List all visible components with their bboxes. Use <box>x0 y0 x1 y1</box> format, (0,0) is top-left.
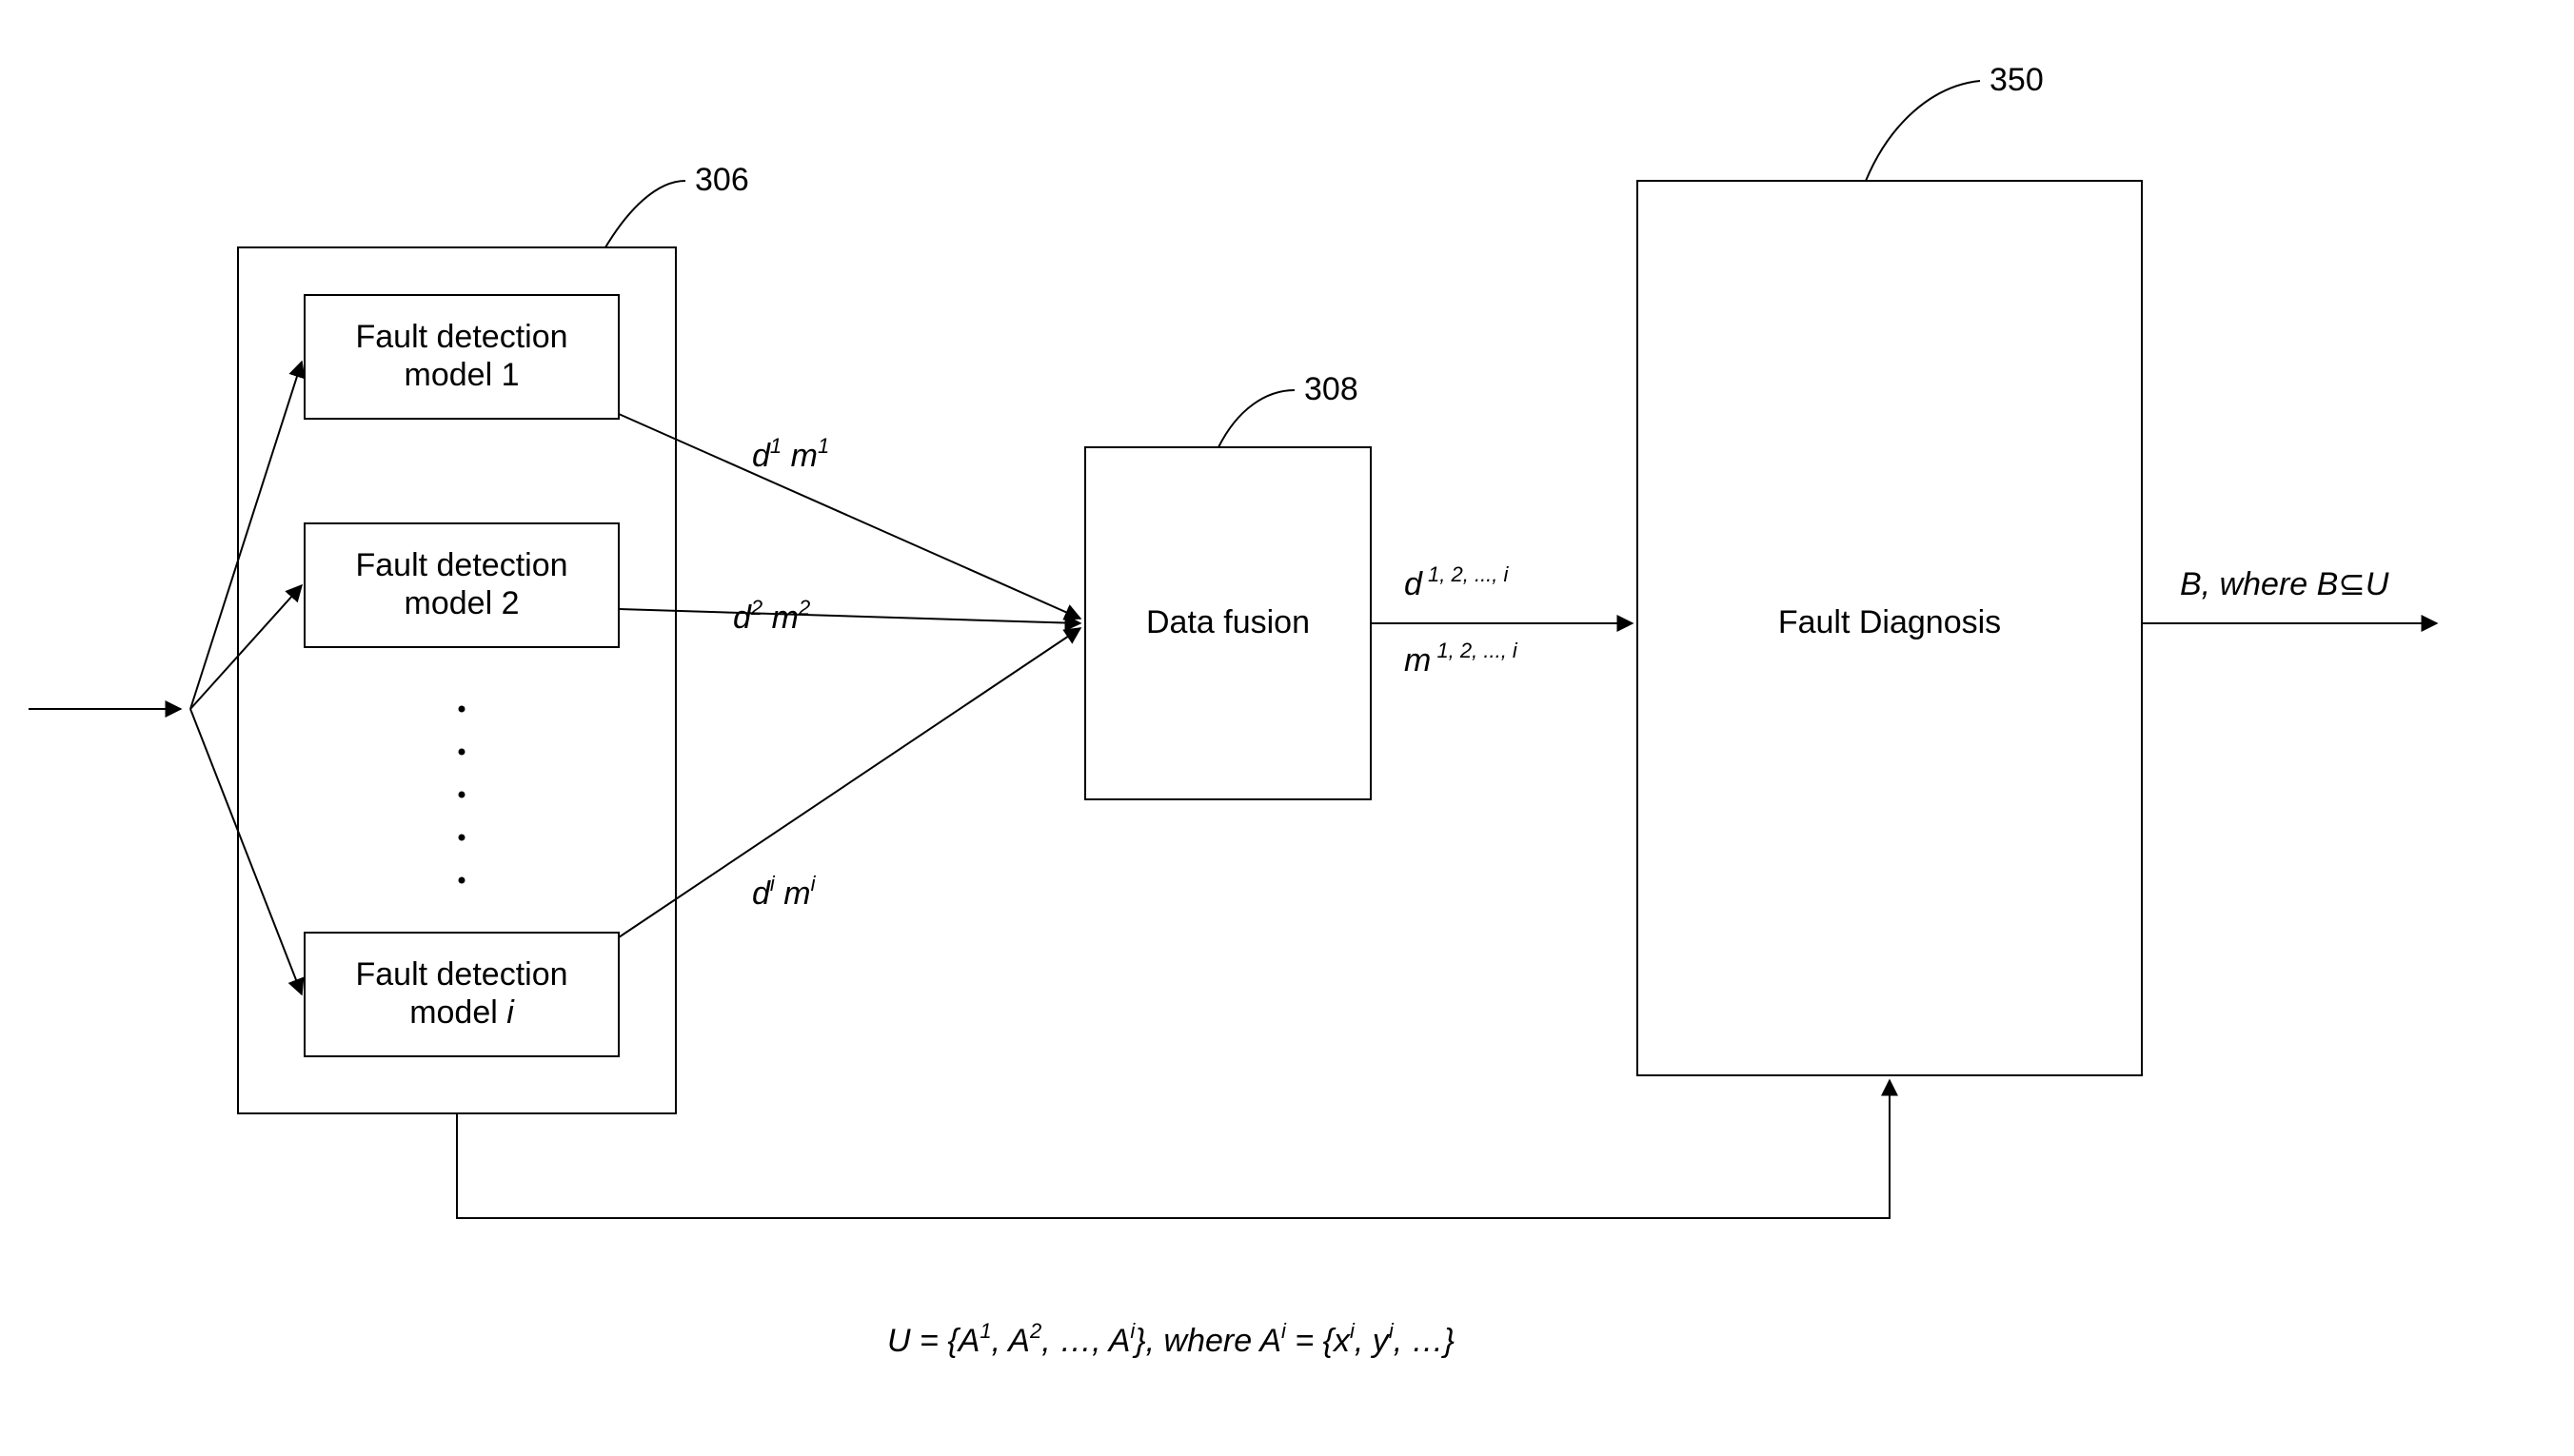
u-equation: U = {A1, A2, …, Ai}, where Ai = {xi, yi,… <box>887 1319 1455 1359</box>
dm2-label: d2 m2 <box>733 596 810 636</box>
dout-label: d 1, 2, ..., i <box>1404 562 1510 602</box>
data-fusion-label: Data fusion <box>1146 604 1310 640</box>
ref-308: 308 <box>1304 371 1358 407</box>
mout-label: m 1, 2, ..., i <box>1404 639 1518 679</box>
ref-350: 350 <box>1990 62 2044 98</box>
split-to-model2 <box>190 585 302 709</box>
dm1-label: d1 m1 <box>752 434 829 474</box>
modeli-to-fusion <box>619 628 1080 937</box>
model-1-line2: model 1 <box>405 357 520 393</box>
model1-to-fusion <box>619 414 1080 619</box>
fault-diagnosis-label: Fault Diagnosis <box>1778 604 2001 640</box>
dots-2 <box>459 749 465 756</box>
dots-1 <box>459 706 465 713</box>
bottom-u-path <box>457 1080 1890 1218</box>
callout-350-tail <box>1866 81 1980 181</box>
dmi-label: di mi <box>752 872 817 912</box>
fault-diagnosis-diagram: 306 308 350 Fault detection model 1 Faul… <box>0 0 2574 1456</box>
dots-5 <box>459 877 465 884</box>
callout-308-tail <box>1218 390 1295 447</box>
model-1-line1: Fault detection <box>355 319 567 355</box>
dots-4 <box>459 835 465 841</box>
model-i-line2: model i <box>409 994 515 1031</box>
model-2-line2: model 2 <box>405 585 520 621</box>
output-b-label: B, where B⊆U <box>2180 566 2389 602</box>
model-2-line1: Fault detection <box>355 547 567 583</box>
callout-306-tail <box>605 181 685 247</box>
dots-3 <box>459 792 465 798</box>
model2-to-fusion <box>619 609 1080 623</box>
split-to-model1 <box>190 362 302 709</box>
split-to-modeli <box>190 709 302 994</box>
ref-306: 306 <box>695 162 749 198</box>
model-i-line1: Fault detection <box>355 956 567 993</box>
